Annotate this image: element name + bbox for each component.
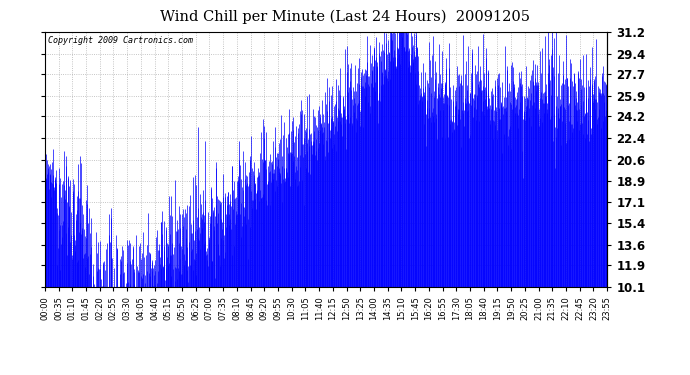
- Text: Wind Chill per Minute (Last 24 Hours)  20091205: Wind Chill per Minute (Last 24 Hours) 20…: [160, 9, 530, 24]
- Text: Copyright 2009 Cartronics.com: Copyright 2009 Cartronics.com: [48, 36, 193, 45]
